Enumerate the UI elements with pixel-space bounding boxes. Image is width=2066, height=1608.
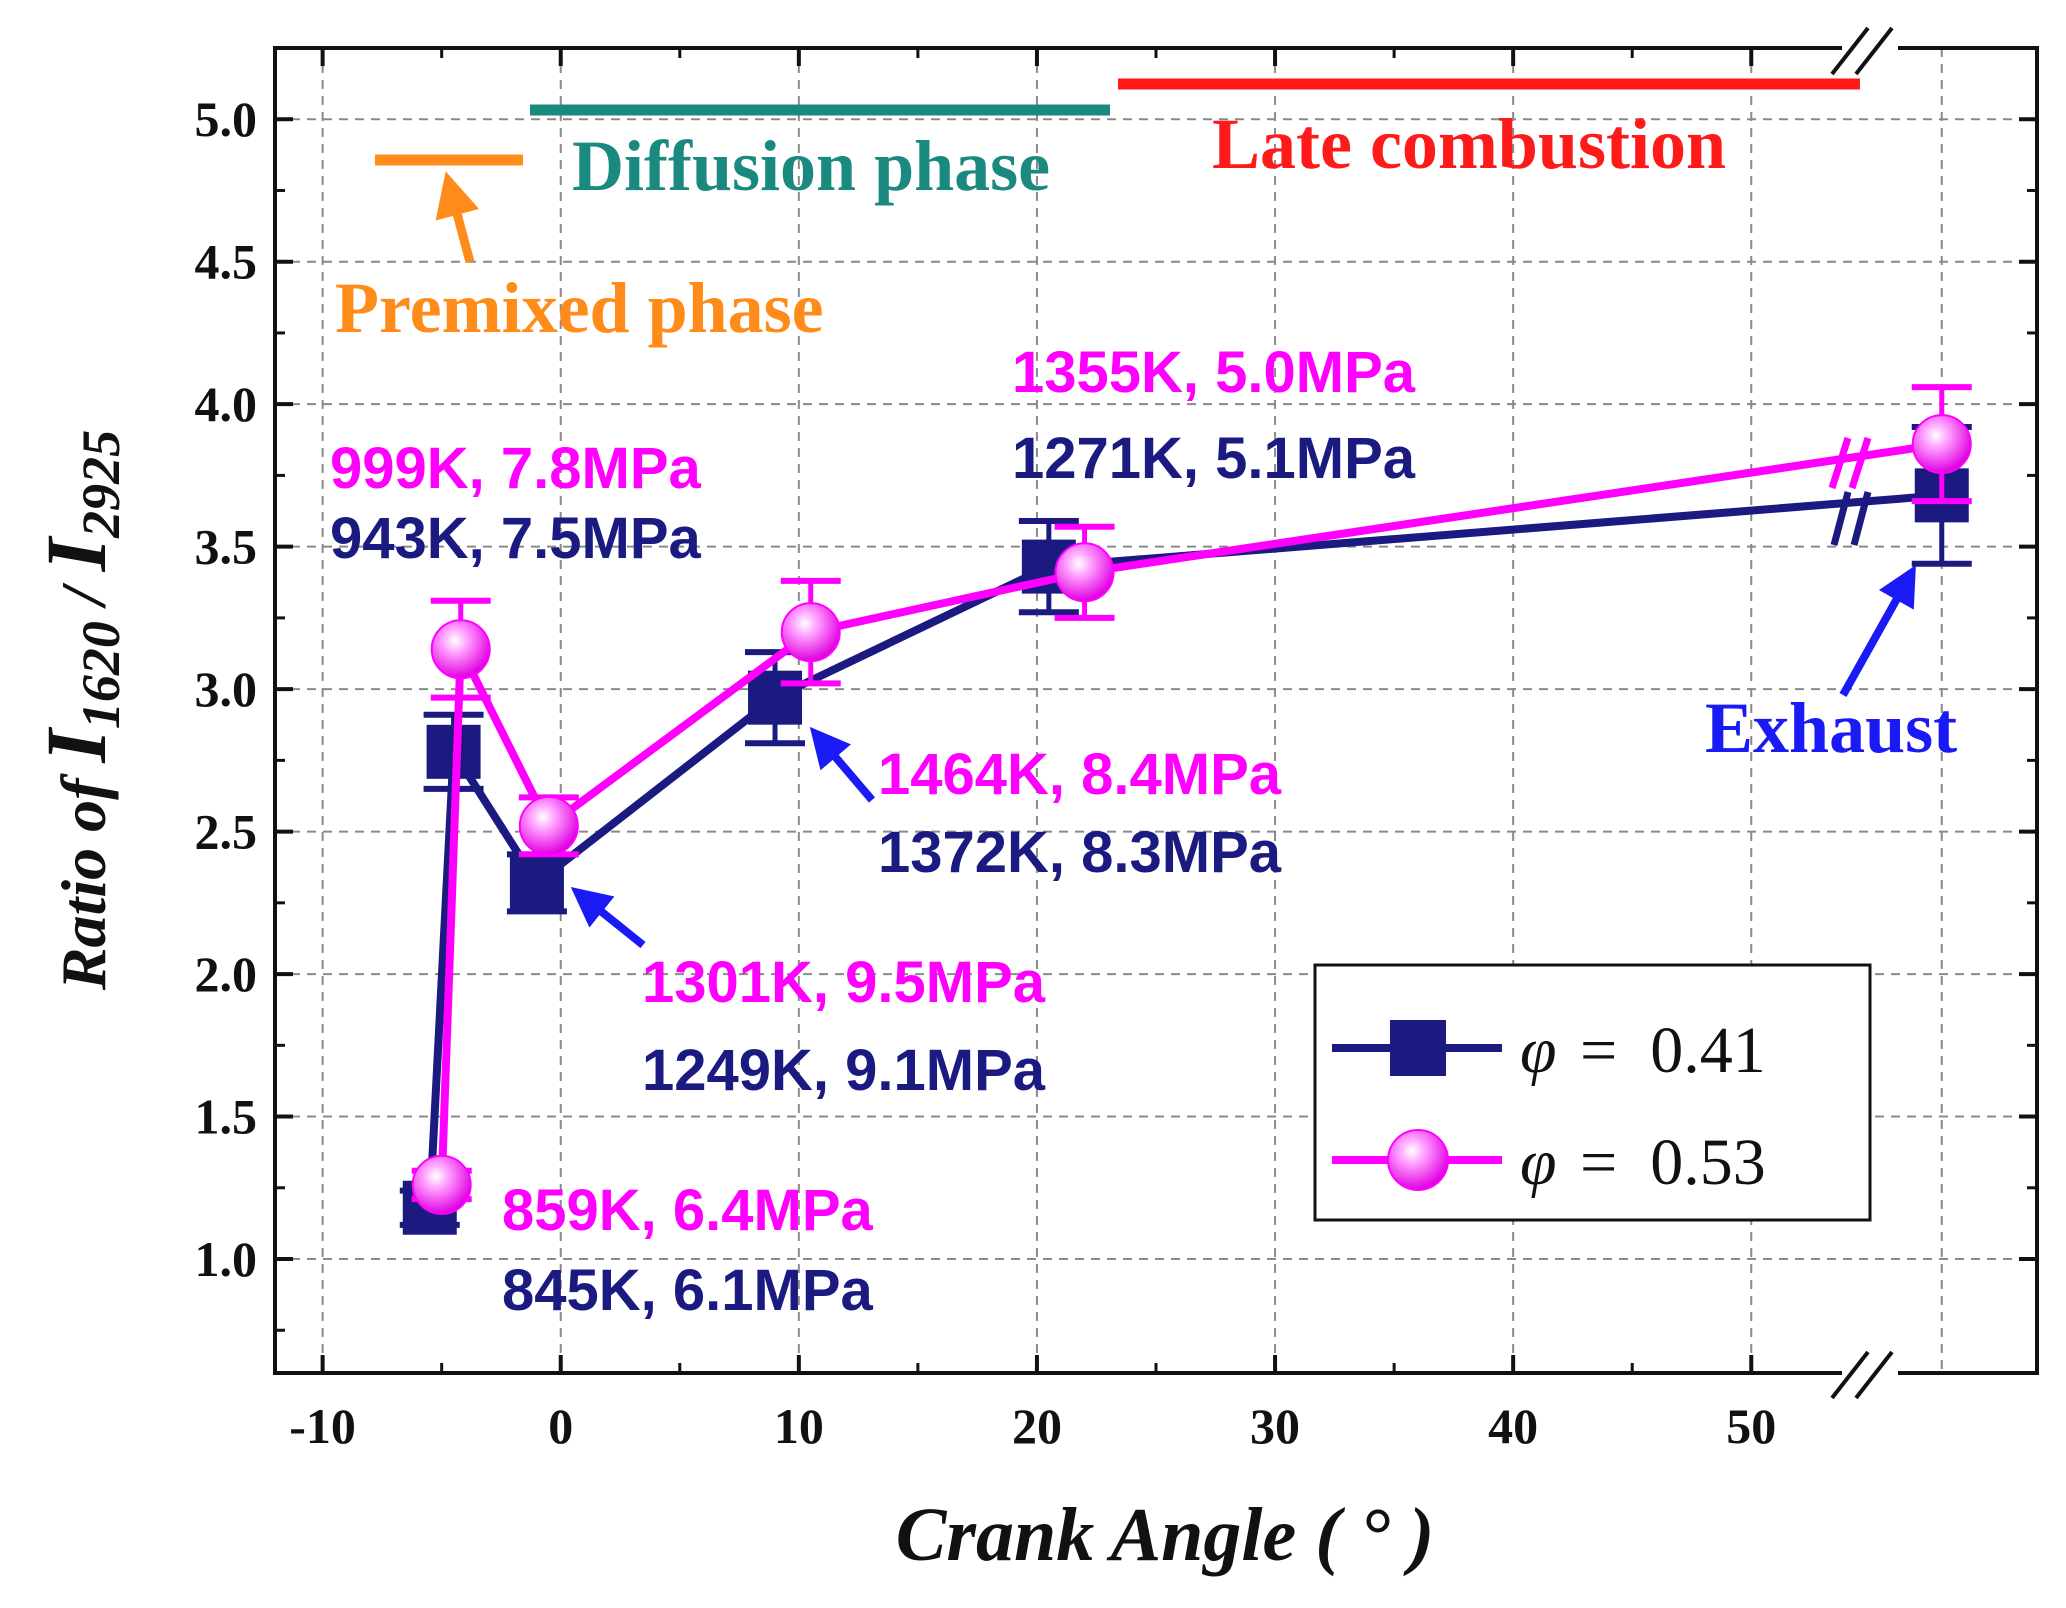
legend: φ = 0.41 φ = 0.53 [1313,963,1872,1222]
annotation-1301k-magenta: 1301K, 9.5MPa [642,950,1046,1015]
y-axis-title-den-sub: 2925 [71,430,131,539]
y-tick-label: 3.0 [195,661,258,717]
annotation-1464k-magenta: 1464K, 8.4MPa [878,742,1282,807]
annotation-1249k-navy: 1249K, 9.1MPa [642,1038,1046,1103]
y-tick-label: 4.5 [195,234,258,290]
x-tick-label: 50 [1726,1398,1776,1454]
x-tick-label: 10 [774,1398,824,1454]
annotation-999k-magenta: 999K, 7.8MPa [330,436,702,501]
y-tick-label: 5.0 [195,91,258,147]
y-tick-label: 1.5 [195,1089,258,1145]
exhaust-arrow [1839,565,1916,697]
legend-marker-square [1390,1020,1446,1076]
legend-marker-circle [1387,1129,1449,1191]
x-tick-label: 20 [1012,1398,1062,1454]
x-tick-label: 30 [1250,1398,1300,1454]
y-axis-title-prefix: Ratio of [48,763,119,992]
data-point-circle [518,795,579,856]
annotation-1355k-magenta: 1355K, 5.0MPa [1012,340,1416,405]
annotation-arrow-x0 [570,886,646,949]
x-tick-label: 40 [1488,1398,1538,1454]
exhaust-label: Exhaust [1705,688,1957,768]
late-combustion-label: Late combustion [1212,104,1726,184]
annotation-943k-navy: 943K, 7.5MPa [330,506,702,571]
y-axis-title: Ratio of I1620 / I2925 [28,430,131,991]
data-point-circle [411,1154,472,1215]
data-point-circle [1054,542,1115,603]
legend-value-041: = 0.41 [1580,1014,1766,1087]
series-line-1 [437,440,1943,1186]
data-point-square [509,855,564,910]
annotations: 999K, 7.8MPa 943K, 7.5MPa 859K, 6.4MPa 8… [330,340,1957,1323]
y-axis-title-sep: / [48,571,119,621]
y-tick-label: 3.5 [195,519,258,575]
legend-value-053: = 0.53 [1580,1126,1766,1199]
data-point-circle [430,619,491,680]
y-axis-title-num: I [28,727,124,764]
y-axis-title-den: I [28,535,124,572]
y-tick-label: 4.0 [195,376,258,432]
x-axis-title: Crank Angle ( ° ) [896,1493,1435,1577]
data-point-circle [780,602,841,663]
y-tick-label: 1.0 [195,1231,258,1287]
series-break-marks [1828,436,1872,546]
data-point-square [748,670,803,725]
data-series [399,384,1972,1235]
x-tick-label: -10 [289,1398,356,1454]
premixed-phase-arrow [435,171,480,264]
annotation-859k-magenta: 859K, 6.4MPa [502,1178,874,1243]
axis-ticks: -10 0 10 20 30 40 50 1.0 1.5 2.0 2.5 3.0 3.5 4.0 4.5 5.… [195,48,2037,1454]
x-tick-label: 0 [548,1398,573,1454]
premixed-phase-label: Premixed phase [335,268,824,348]
axis-break-marks [1830,26,1898,1400]
legend-symbol-053: φ [1520,1126,1557,1199]
y-tick-label: 2.5 [195,804,258,860]
annotation-1372k-navy: 1372K, 8.3MPa [878,820,1282,885]
phase-indicators: Premixed phase Diffusion phase Late comb… [335,78,1860,348]
annotation-845k-navy: 845K, 6.1MPa [502,1258,874,1323]
y-axis-title-num-sub: 1620 [71,621,131,729]
legend-symbol-041: φ [1520,1014,1557,1087]
y-tick-label: 2.0 [195,946,258,1002]
diffusion-phase-label: Diffusion phase [572,126,1050,206]
annotation-1271k-navy: 1271K, 5.1MPa [1012,426,1416,491]
data-point-circle [1911,414,1972,475]
annotation-arrow-x10 [809,726,876,803]
